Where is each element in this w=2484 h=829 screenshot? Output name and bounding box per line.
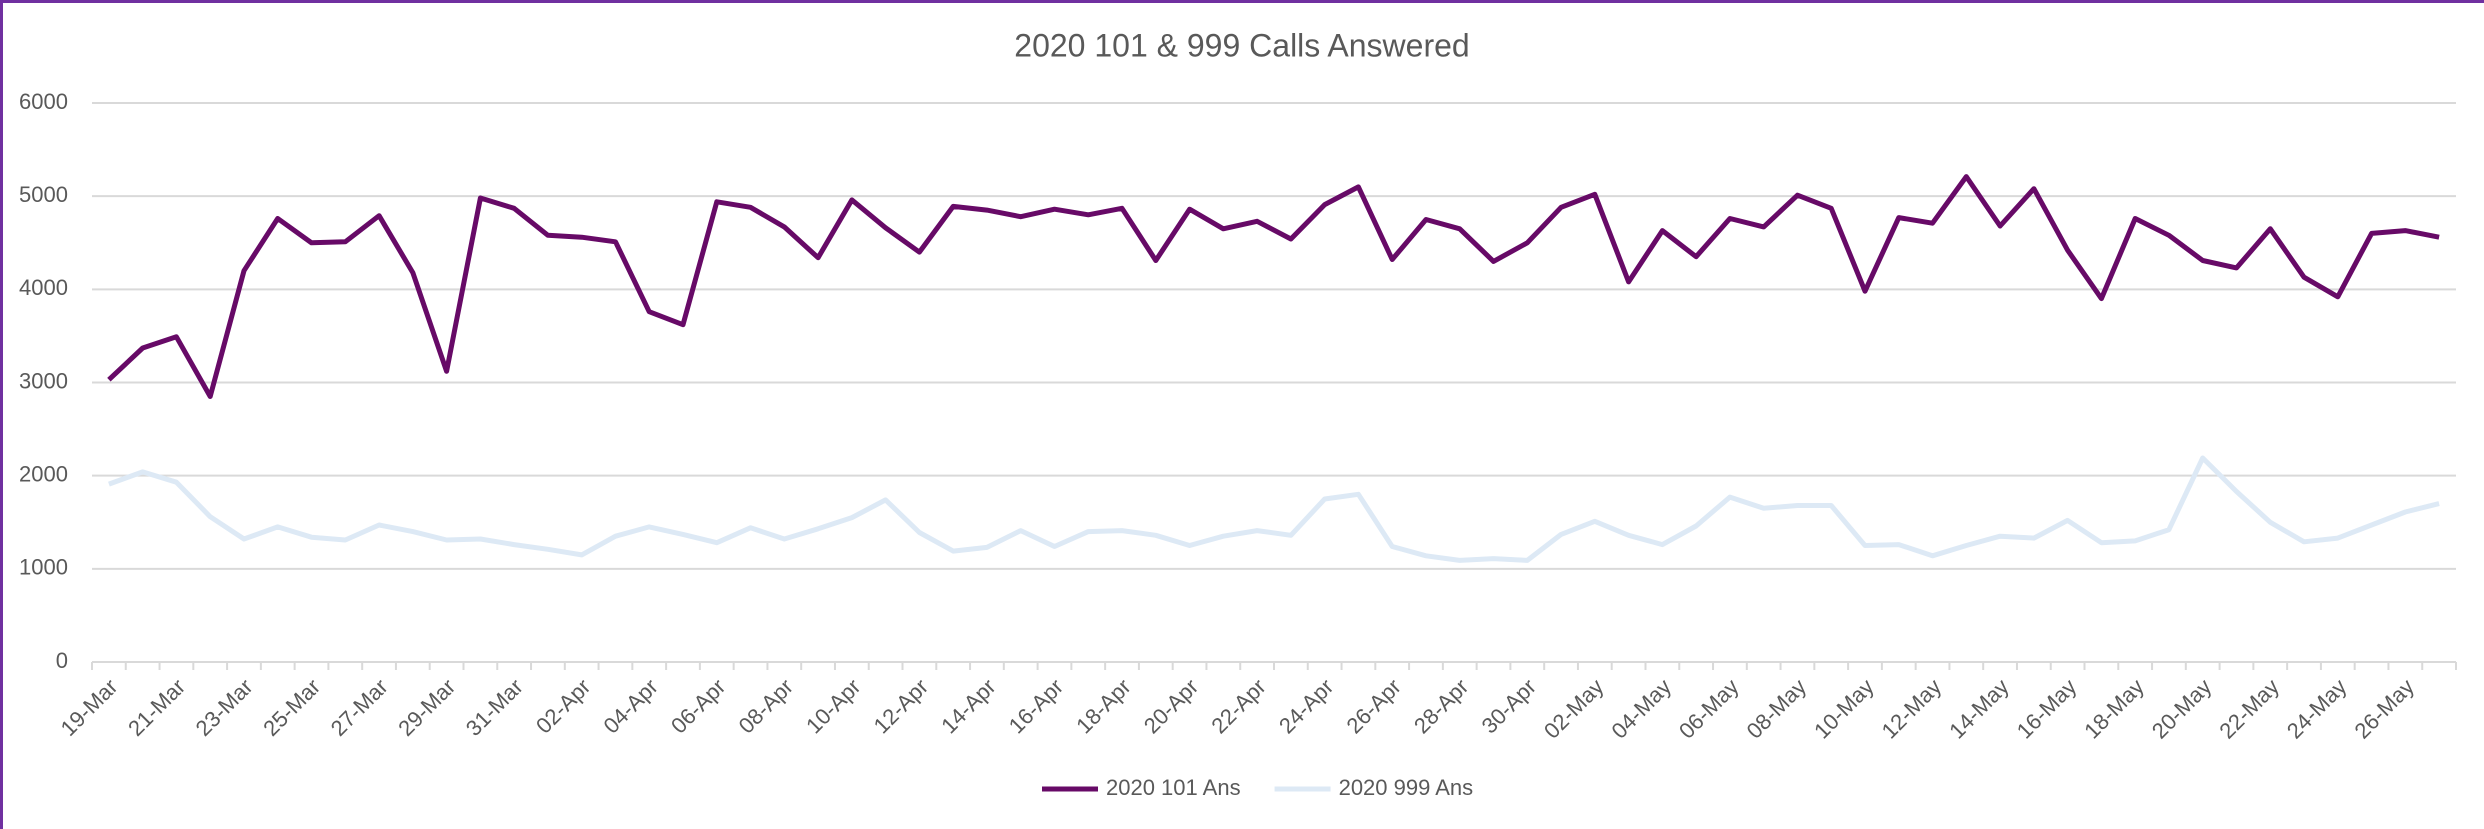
y-tick-label: 0	[56, 648, 68, 673]
y-tick-label: 3000	[19, 368, 68, 393]
y-tick-label: 1000	[19, 555, 68, 580]
legend-label: 2020 101 Ans	[1106, 775, 1241, 800]
y-tick-label: 2000	[19, 461, 68, 486]
chart-title: 2020 101 & 999 Calls Answered	[1014, 27, 1469, 63]
series-line	[107, 174, 2440, 399]
y-tick-label: 6000	[19, 89, 68, 114]
series-line	[108, 455, 2440, 563]
legend-label: 2020 999 Ans	[1339, 775, 1474, 800]
y-tick-label: 5000	[19, 182, 68, 207]
y-tick-label: 4000	[19, 275, 68, 300]
